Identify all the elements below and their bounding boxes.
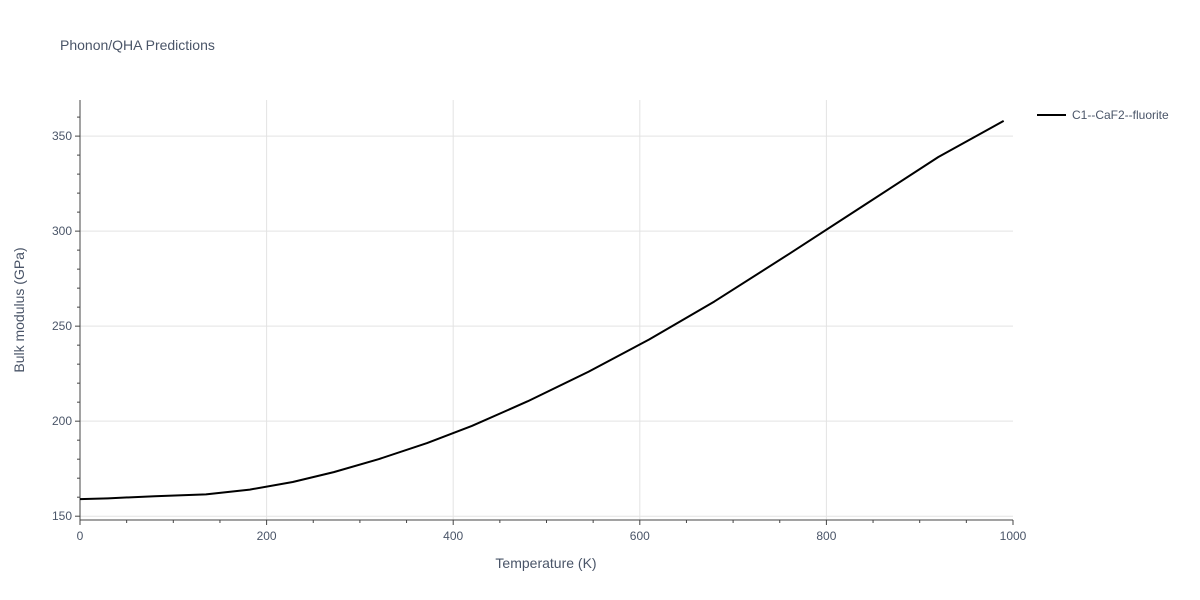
- x-tick-label: 400: [443, 529, 463, 543]
- y-tick-label: 200: [52, 414, 72, 428]
- y-axis-title: Bulk modulus (GPa): [11, 247, 27, 372]
- x-tick-label: 1000: [1000, 529, 1027, 543]
- y-tick-label: 350: [52, 129, 72, 143]
- x-axis-title: Temperature (K): [495, 555, 596, 571]
- x-tick-label: 0: [77, 529, 84, 543]
- legend[interactable]: C1--CaF2--fluorite: [1037, 108, 1169, 122]
- x-tick-label: 800: [816, 529, 836, 543]
- x-tick-label: 200: [257, 529, 277, 543]
- y-tick-label: 300: [52, 224, 72, 238]
- x-tick-label: 600: [630, 529, 650, 543]
- y-tick-label: 250: [52, 319, 72, 333]
- axes: [75, 100, 1014, 525]
- tick-labels: 0 200 400 600 800 1000 150 200 250 300 350: [52, 129, 1027, 543]
- legend-label: C1--CaF2--fluorite: [1072, 108, 1169, 122]
- grid: [80, 100, 1013, 520]
- series-layer: [79, 120, 1005, 501]
- series-line[interactable]: [79, 120, 1005, 501]
- chart-title: Phonon/QHA Predictions: [60, 37, 215, 53]
- y-tick-label: 150: [52, 509, 72, 523]
